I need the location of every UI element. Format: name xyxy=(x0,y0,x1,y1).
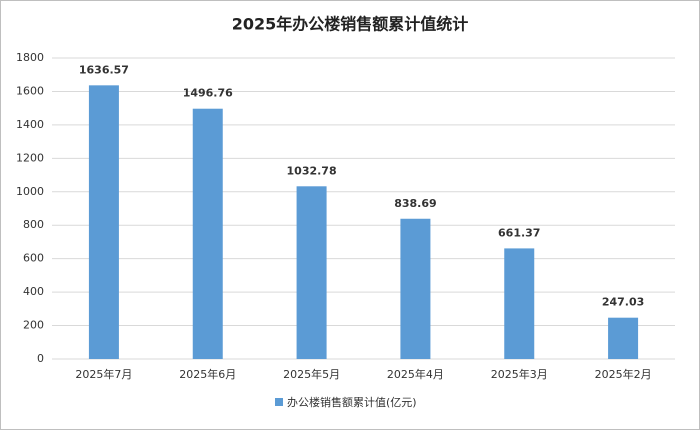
value-label: 1032.78 xyxy=(287,164,337,177)
y-tick-label: 1200 xyxy=(16,151,44,164)
y-tick-label: 200 xyxy=(23,319,44,332)
value-label: 1496.76 xyxy=(183,87,233,100)
y-tick-label: 600 xyxy=(23,252,44,265)
bar xyxy=(400,218,431,359)
x-tick-label: 2025年2月 xyxy=(595,367,652,381)
legend-label: 办公楼销售额累计值(亿元) xyxy=(287,395,417,409)
x-tick-label: 2025年3月 xyxy=(491,367,548,381)
y-tick-label: 1000 xyxy=(16,185,44,198)
bar xyxy=(296,186,327,359)
value-label: 838.69 xyxy=(394,197,436,210)
bar xyxy=(88,85,119,359)
y-tick-label: 800 xyxy=(23,218,44,231)
y-tick-label: 1800 xyxy=(16,51,44,64)
bar xyxy=(504,248,535,359)
value-label: 1636.57 xyxy=(79,63,129,76)
x-tick-label: 2025年7月 xyxy=(75,367,132,381)
y-tick-label: 0 xyxy=(37,352,44,365)
x-tick-label: 2025年5月 xyxy=(283,367,340,381)
legend-swatch xyxy=(275,398,283,406)
x-tick-label: 2025年4月 xyxy=(387,367,444,381)
chart-title: 2025年办公楼销售额累计值统计 xyxy=(232,15,469,34)
y-tick-label: 400 xyxy=(23,285,44,298)
value-label: 247.03 xyxy=(602,296,644,309)
bar xyxy=(192,108,223,359)
x-tick-label: 2025年6月 xyxy=(179,367,236,381)
y-tick-label: 1600 xyxy=(16,84,44,97)
bar xyxy=(608,317,639,359)
y-tick-label: 1400 xyxy=(16,118,44,131)
value-label: 661.37 xyxy=(498,226,540,239)
